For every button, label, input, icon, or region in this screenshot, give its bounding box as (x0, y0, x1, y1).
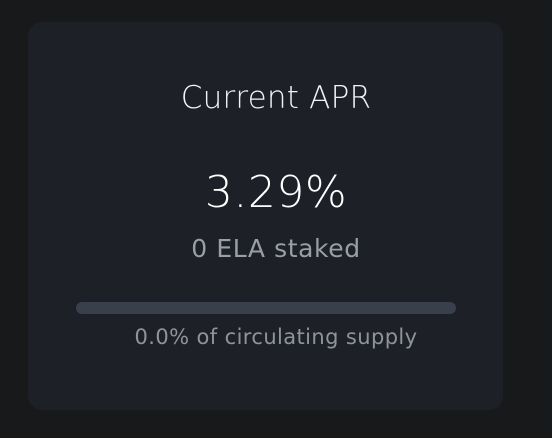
card-title: Current APR (180, 80, 372, 116)
apr-value: 3.29% (204, 167, 348, 218)
staked-amount: 0 ELA staked (191, 234, 361, 263)
supply-progress-bar (76, 302, 456, 314)
supply-percentage: 0.0% of circulating supply (134, 325, 418, 349)
apr-card (28, 22, 503, 410)
